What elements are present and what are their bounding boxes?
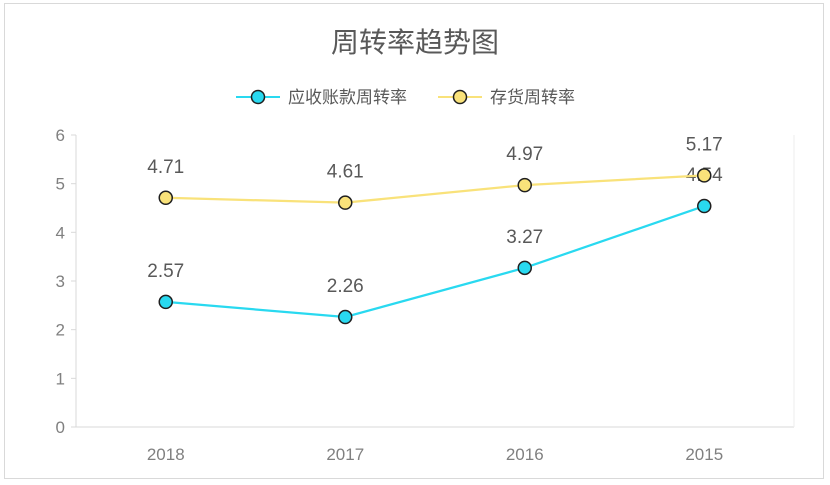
data-label-series-1: 2.26 — [327, 276, 364, 297]
data-point-series-2 — [697, 168, 712, 183]
chart-title: 周转率趋势图 — [331, 26, 499, 59]
legend: 应收账款周转率 存货周转率 — [236, 88, 575, 108]
y-tick-label: 5 — [56, 175, 65, 194]
data-point-series-2 — [517, 177, 532, 193]
legend-item-series-1[interactable]: 应收账款周转率 — [236, 88, 407, 108]
x-tick-label: 2018 — [147, 445, 185, 464]
y-tick-label: 0 — [56, 418, 65, 437]
data-point-series-1 — [338, 309, 353, 325]
data-label-series-2: 4.71 — [147, 157, 184, 178]
data-label-series-1: 2.57 — [147, 261, 184, 282]
legend-label-series-2: 存货周转率 — [490, 88, 575, 108]
data-point-series-1 — [158, 294, 173, 310]
legend-label-series-1: 应收账款周转率 — [288, 88, 407, 108]
legend-item-series-2[interactable]: 存货周转率 — [438, 88, 575, 108]
legend-marker-series-2 — [452, 89, 468, 105]
data-point-series-1 — [697, 198, 712, 214]
y-tick-label: 2 — [56, 321, 65, 340]
data-label-series-2: 4.61 — [327, 162, 364, 183]
x-tick-label: 2017 — [326, 445, 364, 464]
plot-area: 012345620182017201620152.572.263.274.544… — [56, 126, 795, 464]
series-line-1 — [165, 204, 705, 319]
x-tick-label: 2015 — [685, 445, 723, 464]
data-point-series-1 — [517, 260, 532, 276]
legend-marker-series-1 — [250, 89, 266, 105]
series-line-2 — [165, 174, 705, 204]
y-tick-label: 4 — [56, 223, 65, 242]
y-tick-label: 6 — [56, 126, 65, 145]
y-tick-label: 3 — [56, 272, 65, 291]
data-point-series-2 — [338, 195, 353, 210]
chart-frame — [4, 3, 824, 479]
data-label-series-2: 5.17 — [686, 134, 723, 155]
data-point-series-2 — [158, 190, 173, 206]
data-label-series-2: 4.97 — [506, 144, 543, 165]
data-label-series-1: 3.27 — [506, 227, 543, 248]
x-tick-label: 2016 — [506, 445, 544, 464]
y-tick-label: 1 — [56, 369, 65, 388]
